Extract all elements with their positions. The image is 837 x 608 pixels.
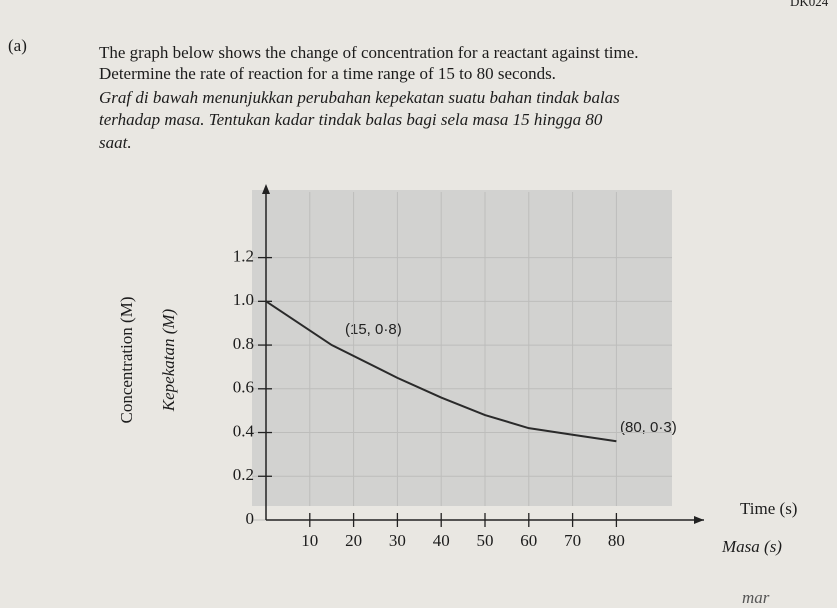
y-axis-arrow [262,184,270,194]
question-line: Determine the rate of reaction for a tim… [99,64,556,83]
annotation: (80, 0·3) [620,419,677,436]
x-axis-label-malay: Masa (s) [721,537,782,556]
x-tick-label: 10 [301,531,318,550]
x-tick-label: 80 [608,531,625,550]
y-tick-label: 0.2 [233,465,254,484]
part-label: (a) [8,36,27,55]
question-line: The graph below shows the change of conc… [99,43,639,62]
y-tick-label: 1.0 [233,290,254,309]
y-axis-label-malay: Kepekatan (M) [159,308,178,412]
footer-text: mar [742,588,770,607]
x-tick-label: 40 [433,531,450,550]
question-line: saat. [99,133,132,152]
y-tick-label: 0 [246,509,255,528]
x-tick-label: 20 [345,531,362,550]
y-tick-label: 0.8 [233,334,254,353]
annotation: (15, 0·8) [345,321,402,338]
x-tick-label: 30 [389,531,406,550]
x-tick-label: 50 [477,531,494,550]
y-tick-label: 0.4 [233,421,255,440]
question-line: terhadap masa. Tentukan kadar tindak bal… [99,110,603,129]
data-line [265,300,617,443]
x-axis-label: Time (s) [740,499,797,518]
x-tick-label: 70 [564,531,581,550]
x-axis-arrow [694,516,704,524]
y-axis-label: Concentration (M) [117,297,136,424]
x-tick-label: 60 [520,531,537,550]
y-tick-label: 1.2 [233,247,254,266]
paper-code: DK024 [790,0,829,9]
graph-paper [252,190,672,506]
y-tick-label: 0.6 [233,378,254,397]
question-line: Graf di bawah menunjukkan perubahan kepe… [99,88,620,107]
